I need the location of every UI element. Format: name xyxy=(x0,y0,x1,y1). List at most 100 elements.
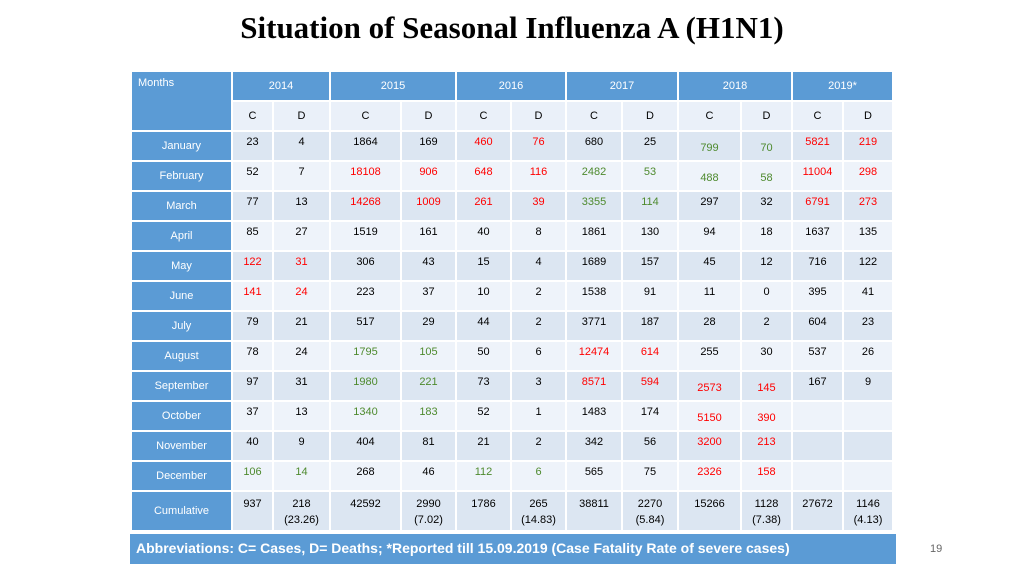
table-cell: 30 xyxy=(740,340,793,372)
deaths-subheader: D xyxy=(400,100,457,132)
cumulative-value: 38811 xyxy=(579,498,609,510)
table-cell: 8 xyxy=(510,220,567,252)
table-cell: 32 xyxy=(740,190,793,222)
table-cell: 40 xyxy=(455,220,512,252)
table-cell: 3355 xyxy=(565,190,623,222)
table-cell: 273 xyxy=(842,190,894,222)
table-cell: 21 xyxy=(455,430,512,462)
month-label: June xyxy=(130,280,233,312)
deaths-subheader: D xyxy=(510,100,567,132)
cumulative-row: Cumulative 937 218 (23.26) 42592 2990 (7.02) 17… xyxy=(130,490,894,532)
cumulative-value: 42592 xyxy=(350,498,381,510)
table-cell: 23 xyxy=(842,310,894,342)
table-cell: 39 xyxy=(510,190,567,222)
table-cell: 680 xyxy=(565,130,623,162)
table-cell: 31 xyxy=(272,250,331,282)
table-row: January 23 4 1864 169 460 76 680 25 799 70 5821 219 xyxy=(130,130,894,162)
table-cell: 268 xyxy=(329,460,402,492)
table-cell: 1 xyxy=(510,400,567,432)
year-header: 2016 xyxy=(455,70,567,102)
case-fatality-rate: (4.13) xyxy=(853,514,883,526)
table-cell: 13 xyxy=(272,190,331,222)
case-fatality-rate: (23.26) xyxy=(284,514,319,526)
table-cell: 565 xyxy=(565,460,623,492)
table-cell: 122 xyxy=(842,250,894,282)
cumulative-value: 1128 xyxy=(754,498,779,510)
month-label: December xyxy=(130,460,233,492)
table-cell: 2482 xyxy=(565,160,623,192)
table-row: May 122 31 306 43 15 4 1689 157 45 12 716 122 xyxy=(130,250,894,282)
table-cell: 187 xyxy=(621,310,679,342)
table-cell: 78 xyxy=(231,340,274,372)
month-label: March xyxy=(130,190,233,222)
table-cell: 2326 xyxy=(677,460,742,492)
table-cell: 1340 xyxy=(329,400,402,432)
cumulative-cell: 1128 (7.38) xyxy=(740,490,793,532)
table-cell: 116 xyxy=(510,160,567,192)
cases-subheader: C xyxy=(677,100,742,132)
table-cell xyxy=(842,430,894,462)
table-cell: 50 xyxy=(455,340,512,372)
month-label: November xyxy=(130,430,233,462)
table-cell: 79 xyxy=(231,310,274,342)
table-cell xyxy=(842,400,894,432)
year-header: 2017 xyxy=(565,70,679,102)
table-cell: 3200 xyxy=(677,430,742,462)
table-cell: 404 xyxy=(329,430,402,462)
month-label: January xyxy=(130,130,233,162)
deaths-subheader: D xyxy=(842,100,894,132)
table-cell: 261 xyxy=(455,190,512,222)
table-cell: 604 xyxy=(791,310,844,342)
table-cell: 648 xyxy=(455,160,512,192)
table-cell: 167 xyxy=(791,370,844,402)
table-cell: 213 xyxy=(740,430,793,462)
table-cell: 24 xyxy=(272,340,331,372)
table-cell: 1864 xyxy=(329,130,402,162)
table-cell: 13 xyxy=(272,400,331,432)
table-cell: 537 xyxy=(791,340,844,372)
table-cell: 15 xyxy=(455,250,512,282)
table-cell: 6791 xyxy=(791,190,844,222)
cumulative-value: 2990 xyxy=(416,498,441,510)
table-cell: 18108 xyxy=(329,160,402,192)
month-label: April xyxy=(130,220,233,252)
page-title: Situation of Seasonal Influenza A (H1N1) xyxy=(240,10,784,45)
cumulative-cell: 27672 xyxy=(791,490,844,532)
table-cell: 40 xyxy=(231,430,274,462)
deaths-subheader: D xyxy=(621,100,679,132)
table-row: November 40 9 404 81 21 2 342 56 3200 213 xyxy=(130,430,894,462)
table-cell: 11 xyxy=(677,280,742,312)
cases-subheader: C xyxy=(231,100,274,132)
cases-subheader: C xyxy=(791,100,844,132)
year-header: 2018 xyxy=(677,70,793,102)
cumulative-value: 2270 xyxy=(637,498,663,510)
table-cell: 53 xyxy=(621,160,679,192)
table-cell: 23 xyxy=(231,130,274,162)
table-cell: 298 xyxy=(842,160,894,192)
month-label: February xyxy=(130,160,233,192)
table-cell: 12 xyxy=(740,250,793,282)
table-row: June 141 24 223 37 10 2 1538 91 11 0 395 41 xyxy=(130,280,894,312)
table-cell: 1795 xyxy=(329,340,402,372)
table-cell: 106 xyxy=(231,460,274,492)
cases-subheader: C xyxy=(329,100,402,132)
table-cell: 58 xyxy=(740,160,793,192)
table-cell: 3 xyxy=(510,370,567,402)
table-cell: 1009 xyxy=(400,190,457,222)
table-cell: 906 xyxy=(400,160,457,192)
table-cell: 0 xyxy=(740,280,793,312)
table-cell: 297 xyxy=(677,190,742,222)
year-header: 2015 xyxy=(329,70,457,102)
table-cell: 183 xyxy=(400,400,457,432)
table-cell: 1689 xyxy=(565,250,623,282)
table-cell: 29 xyxy=(400,310,457,342)
table-cell: 37 xyxy=(400,280,457,312)
cumulative-cell: 1146 (4.13) xyxy=(842,490,894,532)
table-cell: 37 xyxy=(231,400,274,432)
table-cell: 2 xyxy=(510,430,567,462)
year-header: 2019* xyxy=(791,70,894,102)
cumulative-cell: 42592 xyxy=(329,490,402,532)
table-cell: 14268 xyxy=(329,190,402,222)
table-cell: 11004 xyxy=(791,160,844,192)
table-cell: 130 xyxy=(621,220,679,252)
